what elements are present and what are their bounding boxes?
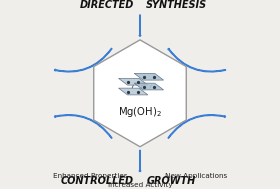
Polygon shape xyxy=(134,83,164,90)
Polygon shape xyxy=(118,78,148,85)
Text: Increased Activity: Increased Activity xyxy=(108,182,172,188)
FancyArrowPatch shape xyxy=(168,49,225,72)
FancyArrowPatch shape xyxy=(139,15,141,36)
Text: DIRECTED: DIRECTED xyxy=(80,1,134,10)
Text: Mg(OH)$_2$: Mg(OH)$_2$ xyxy=(118,105,162,119)
Text: SYNTHESIS: SYNTHESIS xyxy=(146,1,207,10)
Text: CONTROLLED: CONTROLLED xyxy=(61,176,134,186)
FancyArrowPatch shape xyxy=(55,115,112,138)
Polygon shape xyxy=(118,88,148,95)
Polygon shape xyxy=(134,73,164,80)
Text: Enhanced Properties: Enhanced Properties xyxy=(53,174,127,179)
Polygon shape xyxy=(94,40,186,147)
FancyArrowPatch shape xyxy=(139,150,141,172)
Text: New Applications: New Applications xyxy=(165,174,227,179)
FancyArrowPatch shape xyxy=(55,48,112,72)
Text: GROWTH: GROWTH xyxy=(146,176,195,186)
FancyArrowPatch shape xyxy=(168,115,225,138)
